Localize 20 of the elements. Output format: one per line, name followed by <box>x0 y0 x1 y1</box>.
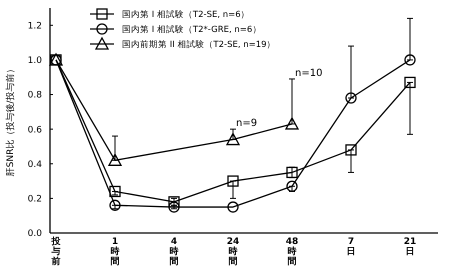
y-tick-label: 0.0 <box>28 229 42 240</box>
y-tick-label: 1.0 <box>28 56 42 66</box>
y-tick-label: 0.4 <box>28 160 42 170</box>
x-tick-label: 1時間 <box>110 237 120 267</box>
annotation: n=10 <box>295 68 322 79</box>
y-tick-label: 0.8 <box>28 90 42 101</box>
legend-label: 国内前期第 II 相試験（T2-SE, n=19） <box>122 38 276 50</box>
y-tick-label: 1.2 <box>28 21 42 32</box>
x-tick-label: 4時間 <box>170 237 178 267</box>
y-tick-label: 0.2 <box>28 194 42 205</box>
legend-label: 国内第 I 相試験（T2-SE, n=6） <box>122 8 250 20</box>
x-tick-label: 24時間 <box>226 237 240 267</box>
y-axis-title: 肝SNR比（投与後/投与前） <box>5 64 16 176</box>
x-tick-label: 21日 <box>404 237 416 257</box>
legend-label: 国内第 I 相試験（T2*-GRE, n=6） <box>122 24 262 35</box>
x-tick-label: 投与前 <box>50 236 62 267</box>
x-tick-label: 7日 <box>346 237 356 257</box>
annotation: n=9 <box>236 118 258 130</box>
x-tick-label: 48時間 <box>286 237 298 267</box>
y-tick-label: 0.6 <box>28 125 42 136</box>
